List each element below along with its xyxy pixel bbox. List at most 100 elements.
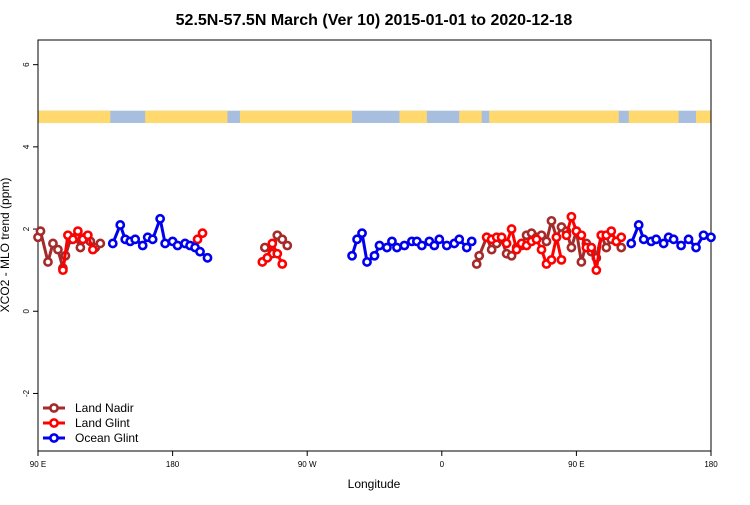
series-2-point-1-9 bbox=[399, 240, 410, 251]
series-2-point-2-2 bbox=[638, 234, 649, 245]
series-0-point-2-29 bbox=[616, 242, 627, 253]
series-1-point-3-4 bbox=[501, 238, 512, 249]
series-0-point-2-1 bbox=[474, 250, 485, 261]
series-2-point-0-1 bbox=[115, 220, 126, 230]
series-2-point-1-2 bbox=[357, 228, 367, 239]
series-0-point-1-0 bbox=[259, 242, 270, 253]
series-0-point-2-14 bbox=[541, 236, 552, 247]
series-1-point-0-2 bbox=[67, 234, 78, 245]
series-2-point-0-8 bbox=[155, 213, 166, 224]
legend-marker-2 bbox=[49, 433, 59, 443]
land-segment-0 bbox=[38, 110, 111, 124]
series-2-point-1-8 bbox=[392, 242, 402, 253]
series-0-point-0-13 bbox=[95, 238, 106, 249]
series-2-point-0-15 bbox=[195, 246, 205, 257]
legend-label-2: Ocean Glint bbox=[75, 431, 139, 445]
series-2-point-1-0 bbox=[347, 250, 357, 261]
series-2 bbox=[107, 213, 716, 267]
series-2-point-0-16 bbox=[202, 252, 213, 263]
legend-label-1: Land Glint bbox=[75, 416, 130, 430]
series-2-point-1-6 bbox=[382, 242, 392, 253]
x-tick-label-4: 90 E bbox=[568, 460, 584, 469]
series-1-point-3-15 bbox=[556, 254, 567, 265]
series-2-point-1-16 bbox=[441, 240, 452, 251]
series-1-point-2-3 bbox=[272, 248, 283, 259]
series-2-point-2-10 bbox=[691, 242, 701, 253]
series-1-point-3-5 bbox=[506, 224, 517, 234]
series-0-point-2-3 bbox=[486, 244, 497, 255]
series-0-point-0-2 bbox=[43, 257, 53, 267]
series-0-point-2-21 bbox=[576, 257, 587, 267]
series-2-point-2-8 bbox=[676, 240, 686, 251]
land-sea-strip bbox=[38, 110, 711, 124]
series-1-point-4-9 bbox=[606, 226, 617, 237]
series-0-point-2-7 bbox=[506, 250, 517, 261]
series-1 bbox=[58, 211, 627, 276]
series-0-point-1-4 bbox=[282, 240, 293, 251]
series-2-point-1-3 bbox=[362, 257, 372, 267]
chart-title: 52.5N-57.5N March (Ver 10) 2015-01-01 to… bbox=[176, 12, 573, 29]
series-1-point-0-3 bbox=[72, 226, 83, 237]
series-0-point-1-3 bbox=[277, 234, 288, 245]
series-1-point-2-4 bbox=[277, 259, 288, 269]
series-2-point-0-7 bbox=[147, 234, 158, 245]
legend-marker-0 bbox=[49, 403, 59, 413]
land-segment-1 bbox=[145, 110, 228, 124]
land-segment-5 bbox=[459, 110, 482, 124]
series-2-point-1-20 bbox=[466, 236, 477, 247]
series-1-point-0-5 bbox=[82, 230, 93, 241]
x-tick-label-1: 180 bbox=[166, 460, 180, 469]
series-2-point-2-9 bbox=[683, 234, 694, 245]
series-2-point-1-5 bbox=[374, 240, 385, 251]
y-axis-label: XCO2 - MLO trend (ppm) bbox=[0, 178, 12, 313]
x-tick-label-5: 180 bbox=[704, 460, 718, 469]
series-2-point-1-1 bbox=[352, 234, 362, 245]
series-1-point-3-13 bbox=[546, 254, 557, 265]
y-tick-label-2: 2 bbox=[22, 226, 31, 231]
series-1-point-4-3 bbox=[576, 230, 587, 241]
y-tick-label-3: 4 bbox=[22, 144, 31, 149]
series-0-point-2-19 bbox=[566, 242, 577, 253]
series-2-point-2-1 bbox=[633, 220, 644, 230]
series-2-point-1-14 bbox=[429, 240, 440, 251]
data-series bbox=[33, 211, 716, 276]
series-0-point-2-15 bbox=[546, 215, 557, 226]
series-1-point-2-2 bbox=[267, 238, 278, 249]
series-2-point-2-12 bbox=[706, 232, 716, 243]
series-1-point-3-10 bbox=[531, 234, 542, 245]
series-0-point-0-3 bbox=[48, 238, 58, 249]
x-tick-label-0: 90 E bbox=[30, 460, 46, 469]
series-0-point-0-4 bbox=[53, 244, 63, 255]
land-segment-2 bbox=[239, 110, 280, 124]
y-tick-label-4: 6 bbox=[22, 62, 31, 67]
land-segment-4 bbox=[399, 110, 427, 124]
x-tick-label-2: 90 W bbox=[298, 460, 317, 469]
series-1-point-4-5 bbox=[586, 242, 597, 253]
series-2-point-1-15 bbox=[434, 234, 445, 245]
series-1-point-4-11 bbox=[616, 232, 627, 243]
series-1-point-3-11 bbox=[536, 244, 547, 255]
series-2-point-2-5 bbox=[658, 238, 669, 249]
series-1-point-1-0 bbox=[192, 234, 203, 245]
series-2-point-1-19 bbox=[461, 242, 472, 253]
series-2-point-1-4 bbox=[369, 250, 380, 261]
legend-marker-1 bbox=[49, 418, 59, 428]
series-2-point-2-7 bbox=[668, 234, 679, 245]
series-1-point-2-1 bbox=[262, 252, 273, 263]
series-2-point-0-0 bbox=[107, 238, 118, 249]
series-2-point-0-5 bbox=[137, 240, 148, 251]
y-tick-label-1: 0 bbox=[22, 308, 31, 313]
series-1-point-3-6 bbox=[511, 244, 522, 255]
axes: 90 E 180 90 W 0 90 E 180 -2 0 2 4 6 bbox=[22, 39, 718, 469]
legend-label-0: Land Nadir bbox=[75, 401, 134, 415]
series-1-point-4-0 bbox=[561, 230, 572, 241]
series-2-point-1-7 bbox=[387, 236, 397, 247]
series-0-point-0-9 bbox=[75, 242, 86, 253]
series-2-point-1-12 bbox=[416, 240, 427, 251]
series-2-point-2-4 bbox=[651, 234, 662, 245]
series-0-point-0-1 bbox=[35, 226, 46, 237]
x-axis-label: Longitude bbox=[348, 477, 401, 491]
y-tick-label-0: -2 bbox=[22, 389, 31, 397]
